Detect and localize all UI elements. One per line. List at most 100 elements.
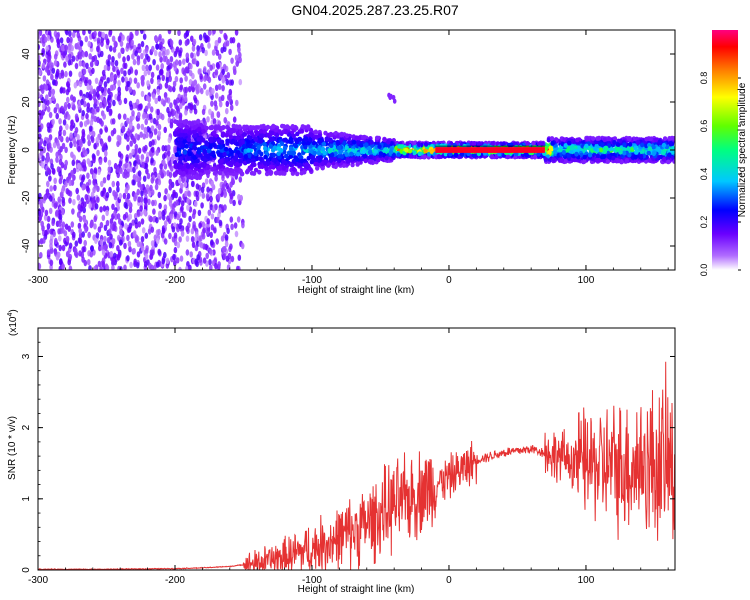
heatmap-cell (196, 137, 201, 142)
heatmap-cell (52, 141, 57, 149)
heatmap-cell (180, 200, 185, 207)
heatmap-cell (237, 254, 242, 261)
heatmap-cell (229, 192, 234, 200)
heatmap-cell (61, 263, 65, 270)
heatmap-cell (130, 39, 135, 47)
heatmap-cell (299, 128, 305, 134)
heatmap-cell (230, 57, 234, 64)
heatmap-cell (53, 202, 58, 209)
heatmap-cell (107, 159, 112, 167)
heatmap-cell (219, 72, 223, 80)
heatmap-cell (363, 142, 369, 148)
heatmap-cell (56, 142, 61, 150)
heatmap-cell (202, 83, 207, 90)
heatmap-cell (208, 248, 213, 255)
heatmap-cell (85, 91, 90, 99)
heatmap-cell (116, 180, 120, 188)
heatmap-cell (215, 238, 219, 245)
heatmap-cell (203, 32, 207, 39)
heatmap-cell (123, 97, 128, 105)
heatmap-cell (47, 126, 51, 133)
heatmap-cell (45, 94, 49, 101)
heatmap-cell (185, 66, 189, 73)
heatmap-cell (648, 136, 653, 142)
heatmap-cell (123, 113, 127, 120)
heatmap-cell (85, 62, 89, 69)
heatmap-cell (195, 84, 199, 92)
heatmap-cell (86, 84, 91, 91)
heatmap-cell (184, 75, 188, 82)
heatmap-cell (137, 181, 141, 188)
heatmap-cell (242, 144, 247, 149)
heatmap-cell (149, 253, 154, 260)
heatmap-cell (128, 206, 133, 214)
heatmap-cell (176, 107, 181, 114)
heatmap-cell (101, 69, 106, 77)
heatmap-cell (235, 135, 241, 141)
heatmap-cell (204, 178, 209, 185)
heatmap-cell (219, 30, 223, 34)
heatmap-cell (42, 146, 46, 154)
heatmap-cell (161, 145, 166, 152)
heatmap-cell (82, 30, 86, 36)
heatmap-cell (133, 213, 138, 220)
heatmap-cell (157, 210, 162, 218)
heatmap-cell (132, 247, 136, 255)
heatmap-cell (168, 232, 172, 240)
heatmap-cell (75, 187, 79, 195)
heatmap-cell (187, 130, 192, 135)
heatmap-cell (579, 152, 584, 158)
heatmap-cell (61, 221, 66, 228)
heatmap-cell (197, 68, 202, 75)
heatmap-cell (226, 227, 230, 235)
heatmap-cell (341, 163, 347, 169)
heatmap-cell (78, 53, 83, 60)
heatmap-cell (41, 62, 46, 69)
heatmap-cell (96, 196, 100, 203)
heatmap-cell (43, 36, 48, 43)
heatmap-cell (128, 222, 133, 229)
heatmap-cell (82, 206, 86, 214)
heatmap-cell (129, 140, 133, 147)
heatmap-cell (129, 31, 133, 39)
heatmap-cell (78, 60, 83, 67)
heatmap-cell (238, 158, 243, 164)
heatmap-cell (190, 35, 194, 42)
heatmap-cell (78, 227, 82, 235)
heatmap-cell (250, 161, 256, 167)
heatmap-cell (72, 231, 76, 238)
heatmap-cell (291, 133, 296, 139)
heatmap-cell (137, 221, 142, 228)
heatmap-cell (161, 74, 165, 82)
heatmap-cell (140, 123, 145, 131)
heatmap-cell (178, 170, 183, 176)
heatmap-cell (124, 223, 128, 230)
heatmap-cell (58, 235, 62, 242)
heatmap-cell (105, 209, 109, 217)
heatmap-cell (342, 140, 347, 146)
heatmap-cell (128, 86, 133, 93)
heatmap-cell (145, 131, 149, 139)
heatmap-cell (84, 194, 89, 201)
heatmap-cell (176, 162, 181, 168)
heatmap-cell (107, 94, 112, 101)
heatmap-cell (84, 35, 89, 43)
heatmap-cell (110, 74, 114, 82)
heatmap-cell (61, 244, 66, 252)
heatmap-cell (218, 101, 223, 108)
heatmap-cell (83, 100, 87, 108)
heatmap-cell (290, 124, 295, 129)
heatmap-cell (232, 199, 236, 207)
heatmap-cell (94, 237, 98, 244)
heatmap-cell (77, 146, 81, 153)
heatmap-cell (88, 79, 92, 86)
heatmap-cell (38, 209, 42, 217)
heatmap-cell (612, 136, 618, 142)
heatmap-cell (238, 176, 243, 183)
heatmap-cell (65, 136, 70, 143)
heatmap-cell (297, 137, 303, 142)
heatmap-cell (150, 177, 155, 184)
heatmap-cell (117, 113, 122, 120)
heatmap-cell (120, 47, 124, 54)
heatmap-cell (618, 149, 623, 155)
